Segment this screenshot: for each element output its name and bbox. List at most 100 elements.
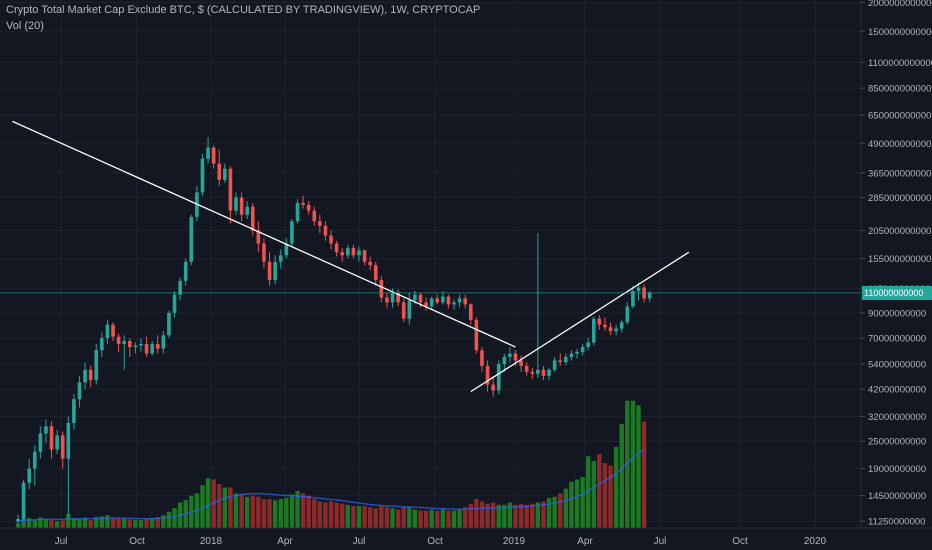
- volume-bar: [585, 456, 591, 528]
- candle-body: [647, 292, 652, 299]
- candle: [290, 218, 294, 247]
- volume-bar: [300, 493, 306, 528]
- volume-indicator-label[interactable]: Vol (20): [6, 20, 44, 32]
- candle: [16, 514, 20, 524]
- volume-bar: [530, 503, 535, 528]
- candle-body: [614, 328, 618, 332]
- candle-body: [66, 422, 71, 459]
- volume-bar: [507, 502, 513, 528]
- time-axis[interactable]: Jul Oct 2018 Apr Jul Oct 2019 Apr Jul Oct 2020: [55, 536, 827, 547]
- volume-bar: [71, 518, 77, 528]
- volume-bar: [306, 495, 311, 528]
- candle-body: [351, 248, 356, 256]
- candle: [463, 294, 467, 309]
- candle-body: [133, 345, 138, 348]
- trendline[interactable]: [470, 251, 690, 393]
- candle: [284, 238, 289, 259]
- candle-body: [457, 298, 462, 303]
- x-tick-label: 2018: [200, 536, 223, 547]
- candle-body: [513, 353, 518, 361]
- candle-body: [547, 369, 551, 376]
- candle-body: [72, 399, 76, 423]
- candle: [334, 240, 339, 257]
- volume-bar: [289, 494, 295, 528]
- candle: [468, 303, 473, 325]
- candle: [301, 195, 305, 209]
- candle: [323, 221, 328, 241]
- volume-bar: [82, 517, 88, 528]
- candle: [519, 355, 523, 372]
- volume-bar: [440, 509, 446, 528]
- volume-bar: [580, 477, 585, 528]
- candle: [133, 342, 138, 354]
- candle-body: [558, 360, 563, 363]
- candle: [547, 367, 551, 381]
- y-tick-label: 11250000000: [868, 517, 925, 528]
- candle-body: [44, 426, 48, 434]
- volume-bar: [284, 497, 289, 528]
- volume-bar: [38, 517, 43, 528]
- volume-bar: [451, 510, 457, 528]
- volume-bar: [149, 518, 155, 528]
- y-tick-label: 1100000000000: [868, 58, 932, 69]
- candle-body: [357, 250, 361, 256]
- volume-bar: [43, 519, 49, 528]
- candle-body: [636, 287, 641, 292]
- candle-body: [368, 261, 372, 266]
- trendline[interactable]: [12, 120, 516, 348]
- price-axis[interactable]: 2000000000000 1500000000000 1100000000000 8…: [861, 0, 932, 528]
- candle: [536, 232, 540, 378]
- candle-body: [105, 324, 110, 339]
- candle: [401, 298, 406, 323]
- volume-bar: [429, 509, 434, 528]
- candle-body: [323, 225, 328, 236]
- candle: [27, 458, 31, 490]
- candle: [396, 289, 400, 307]
- volume-bar: [574, 479, 580, 528]
- candle: [256, 221, 261, 253]
- candle-body: [245, 206, 249, 215]
- volume-bar: [351, 506, 356, 528]
- volume-bar: [295, 490, 300, 528]
- volume-bar: [244, 496, 250, 528]
- y-tick-label: 19000000000: [868, 464, 926, 475]
- candle: [189, 214, 194, 266]
- candle: [564, 353, 568, 365]
- volume-bar: [233, 493, 239, 528]
- volume-bar: [552, 496, 557, 528]
- candle: [312, 206, 317, 226]
- candle-body: [586, 342, 590, 348]
- volume-bar: [496, 504, 501, 528]
- candle: [424, 297, 428, 311]
- candle-body: [468, 304, 473, 320]
- candle-body: [167, 312, 171, 336]
- volume-bar: [222, 487, 228, 528]
- trendlines[interactable]: [12, 120, 690, 393]
- candle-body: [603, 324, 607, 328]
- candle-body: [346, 248, 350, 256]
- candle-body: [424, 302, 428, 307]
- candle-body: [139, 343, 143, 346]
- candle-body: [38, 433, 43, 452]
- candle: [614, 324, 618, 336]
- volume-bar: [613, 447, 619, 528]
- candle: [105, 319, 110, 344]
- candle-body: [536, 369, 540, 374]
- candle: [569, 350, 574, 361]
- volume-bar: [144, 518, 149, 528]
- volume-bar: [15, 523, 21, 528]
- volume-bar: [485, 503, 490, 528]
- candle: [155, 335, 160, 354]
- candle: [32, 445, 37, 486]
- y-tick-label: 14500000000: [868, 491, 926, 502]
- volume-bar: [541, 501, 546, 528]
- volume-bar: [401, 507, 406, 528]
- x-tick-label: Apr: [277, 536, 293, 547]
- volume-bar: [317, 501, 323, 528]
- volume-bar: [110, 517, 116, 528]
- volume-bar: [569, 481, 574, 528]
- volume-bar: [423, 510, 429, 528]
- candle: [167, 310, 171, 339]
- x-tick-label: Apr: [577, 536, 593, 547]
